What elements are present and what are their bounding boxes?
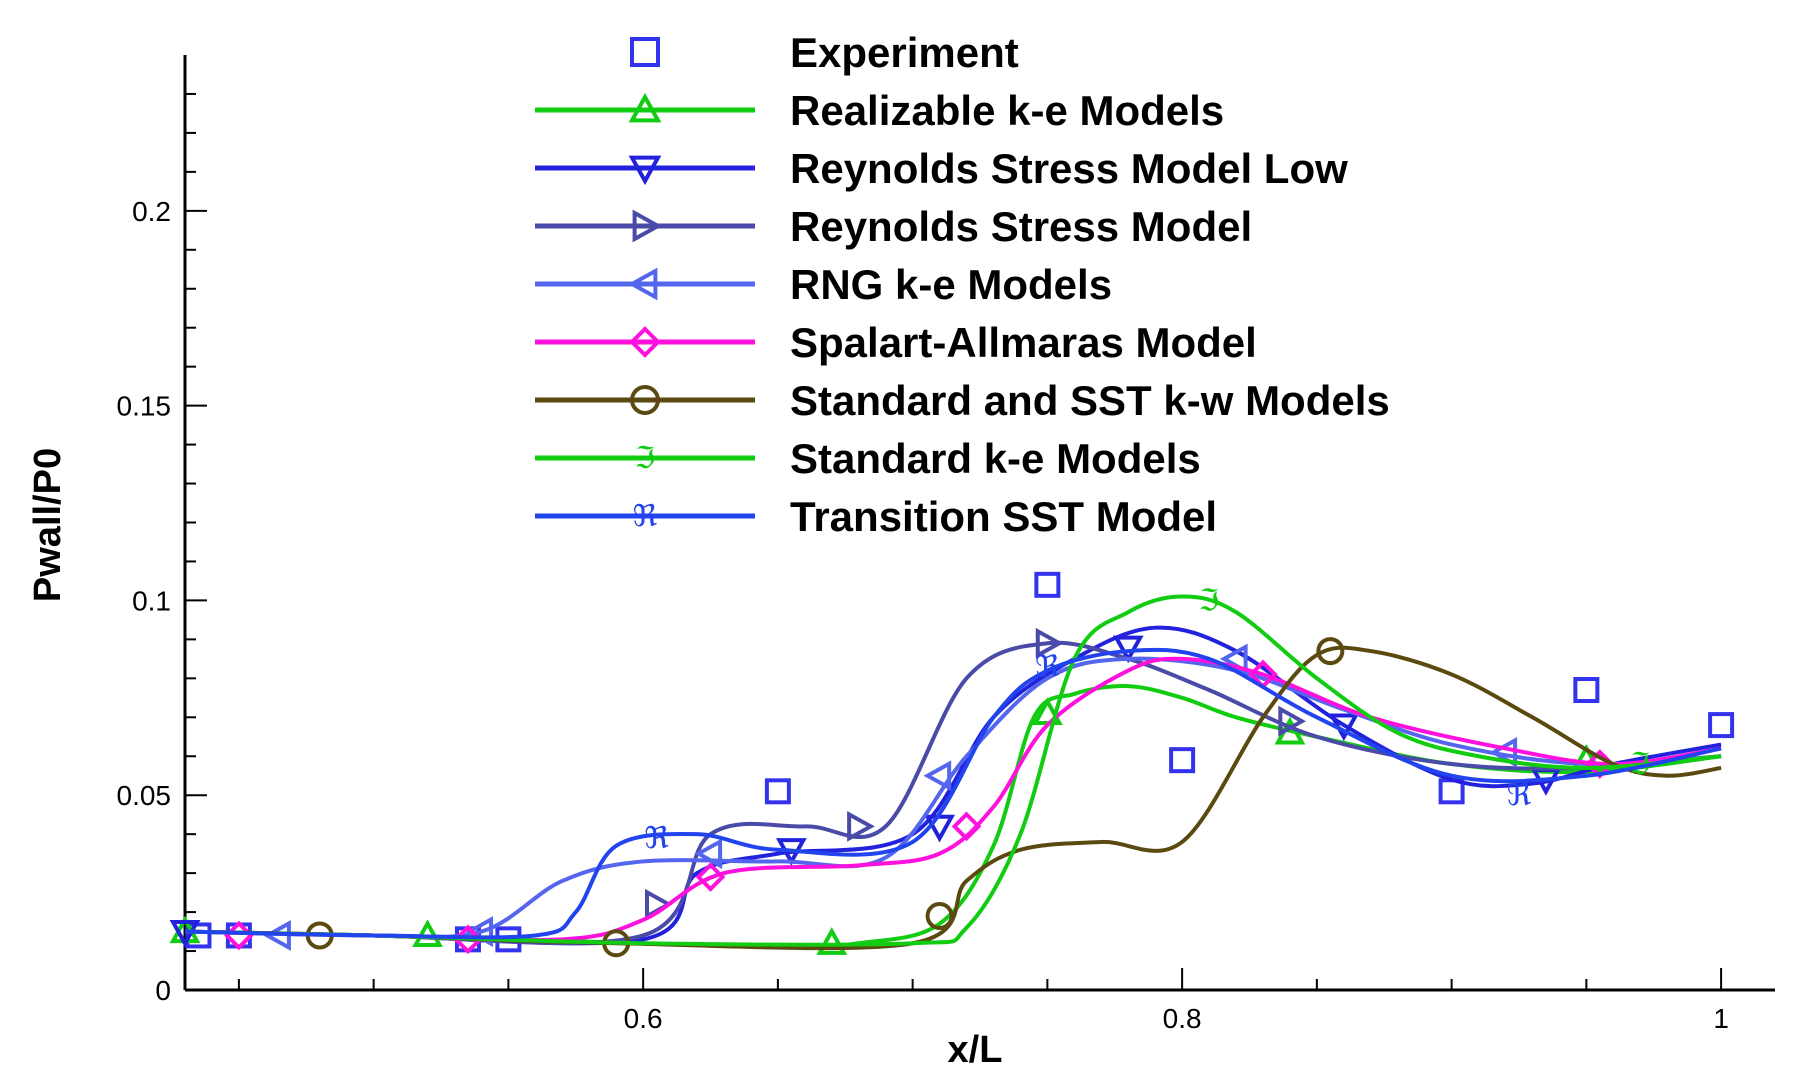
legend-marker [628,155,662,186]
legend-label: Reynolds Stress Model [790,203,1252,250]
legend-marker [630,385,660,415]
data-point: ℑ [1199,583,1220,618]
legend-marker [628,92,662,123]
legend-entry: RNG k-e Models [535,261,1112,308]
data-point [412,919,443,948]
data-point [1278,705,1307,737]
data-point [225,922,252,949]
series-spalart-allmaras-model [184,656,1722,955]
legend-marker: ℑ [635,441,656,476]
series-line [184,656,1722,943]
data-point: ℑ [1630,747,1651,782]
legend-entry: Standard and SST k-w Models [535,377,1390,424]
series-line [184,625,1722,946]
legend-entry: Reynolds Stress Model Low [535,145,1348,192]
x-tick-label: 0.6 [624,1003,663,1034]
legend-entry: Reynolds Stress Model [535,203,1252,250]
legend-entry: ℜ Transition SST Model [535,493,1217,540]
series-transition-sst-model: ℜ ℜ ℜ [184,647,1722,940]
legend-entry: Spalart-Allmaras Model [535,319,1257,366]
data-point [847,810,875,842]
data-point [925,901,954,930]
legend-entry: Realizable k-e Models [535,87,1224,134]
legend-label: RNG k-e Models [790,261,1112,308]
y-tick-label: 0 [155,975,171,1006]
data-point [1316,637,1345,666]
data-point [1035,627,1064,659]
axes: 0 0.05 0.1 0.15 0.2 0.6 0.8 1 [117,55,1775,1034]
data-point [695,862,726,892]
data-point [923,760,952,792]
series-line [184,647,1722,940]
data-point [224,920,254,951]
y-tick-label: 0.1 [132,585,171,616]
y-tick-label: 0.2 [132,196,171,227]
x-axis-title: x/L [948,1029,1003,1071]
series-line [184,645,1722,951]
data-point [1034,571,1061,598]
legend-marker [630,37,660,67]
legend-label: Standard and SST k-w Models [790,377,1390,424]
legend-marker [627,267,658,301]
data-point [1112,635,1144,664]
data-point [816,927,848,955]
x-tick-label: 1 [1713,1003,1729,1034]
data-point [1169,747,1196,774]
data-point: ℜ [1507,778,1532,813]
legend-marker [629,326,661,358]
legend-label: Reynolds Stress Model Low [790,145,1348,192]
legend-label: Experiment [790,29,1019,76]
y-tick-label: 0.15 [117,391,172,422]
data-point [694,838,723,870]
data-point [951,811,982,842]
data-point [1708,712,1735,739]
legend: Experiment Realizable k-e Models Reynolds … [535,29,1390,540]
legend-label: Spalart-Allmaras Model [790,319,1257,366]
data-point [1573,677,1600,704]
legend-label: Realizable k-e Models [790,87,1224,134]
series-standard-and-sst-k-w-models [184,637,1722,958]
legend-label: Standard k-e Models [790,435,1201,482]
data-point: ℜ [1035,650,1060,685]
data-point: ℜ [644,821,669,856]
series-realizable-k-e-models [169,684,1722,955]
y-axis-title: Pwall/P0 [27,448,69,602]
data-point [764,778,791,805]
x-tick-label: 0.8 [1163,1003,1202,1034]
legend-marker: ℜ [633,499,658,534]
legend-marker [632,209,663,243]
y-tick-label: 0.05 [117,780,172,811]
legend-entry: ℑ Standard k-e Models [535,435,1201,482]
legend-label: Transition SST Model [790,493,1217,540]
series-standard-k-e-models: ℑℑ [184,583,1722,947]
legend-entry: Experiment [630,29,1019,76]
